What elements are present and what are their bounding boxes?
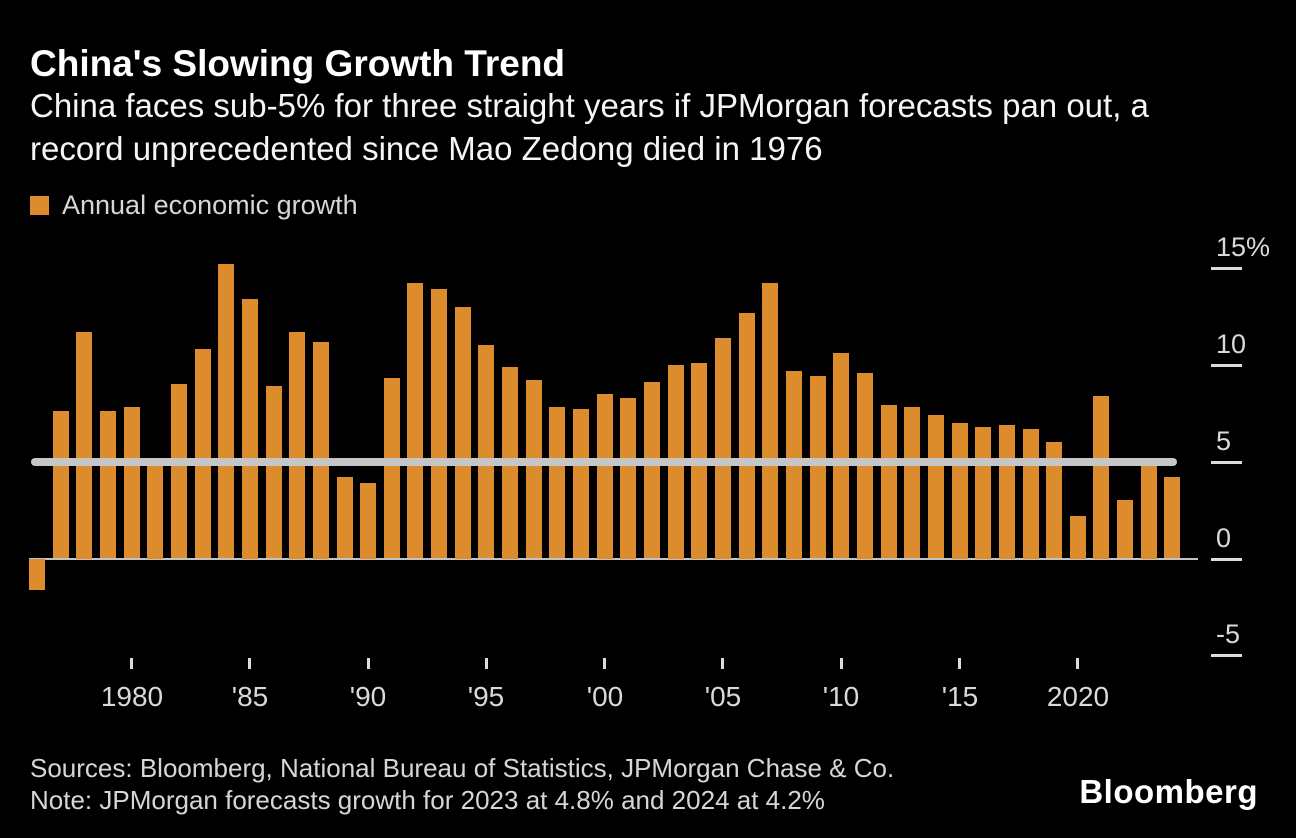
bar-2010 [833,353,849,558]
bar-1984 [218,264,234,558]
bar-1988 [313,342,329,559]
x-axis-tick-1990 [367,658,370,669]
bar-2014 [928,415,944,558]
bar-2000 [597,394,613,559]
bar-2006 [739,313,755,559]
bar-2017 [999,425,1015,559]
x-axis-tick-2000 [603,658,606,669]
bar-1999 [573,409,589,558]
bar-1982 [171,384,187,558]
x-axis-label-2005: '05 [704,681,742,712]
y-axis-label--5: -5 [1216,619,1241,649]
bar-2016 [975,427,991,559]
x-axis-label-1980: 1980 [100,681,164,712]
bar-1991 [384,378,400,558]
x-axis-label-1995: '95 [467,681,505,712]
chart-title: China's Slowing Growth Trend [30,43,566,84]
bar-2009 [810,376,826,558]
x-axis-tick-2010 [840,658,843,669]
y-axis-label-5: 5 [1216,426,1232,456]
x-axis-tick-2005 [721,658,724,669]
y-axis-tick-15 [1211,267,1242,270]
bar-1997 [526,380,542,558]
legend-label: Annual economic growth [62,190,358,220]
five-percent-threshold-line [31,458,1177,466]
bar-1989 [337,477,353,558]
bar-2018 [1023,429,1039,559]
bloomberg-logo: Bloomberg [1079,773,1258,810]
bar-2002 [644,382,660,558]
x-axis-label-2020: 2020 [1046,681,1110,712]
legend: Annual economic growth [30,190,358,220]
sources-line: Sources: Bloomberg, National Bureau of S… [30,753,895,783]
y-axis-label-0: 0 [1216,523,1232,553]
bar-2021 [1093,396,1109,559]
x-axis-tick-1995 [485,658,488,669]
note-line: Note: JPMorgan forecasts growth for 2023… [30,785,825,815]
bar-1978 [76,332,92,559]
y-axis-tick-10 [1211,364,1242,367]
bar-2013 [904,407,920,558]
chart-subtitle: China faces sub-5% for three straight ye… [30,84,1149,170]
bar-2023 [1141,466,1157,559]
x-axis-label-1985: '85 [231,681,269,712]
chart-subtitle-line-1: China faces sub-5% for three straight ye… [30,87,1149,124]
y-axis-tick--5 [1211,654,1242,657]
x-axis-tick-1985 [248,658,251,669]
bar-2015 [952,423,968,559]
bar-1977 [53,411,69,558]
y-axis-tick-0 [1211,558,1242,561]
bar-2024 [1164,477,1180,558]
chart-subtitle-line-2: record unprecedented since Mao Zedong di… [30,130,823,167]
bar-2001 [620,398,636,559]
bar-2019 [1046,442,1062,558]
x-axis-label-2010: '10 [822,681,860,712]
x-axis-label-1990: '90 [349,681,387,712]
bar-1980 [124,407,140,558]
bar-2022 [1117,500,1133,558]
bar-1979 [100,411,116,558]
bar-2011 [857,373,873,559]
bar-2005 [715,338,731,559]
bar-2012 [881,405,897,558]
x-axis-tick-2020 [1076,658,1079,669]
bar-1990 [360,483,376,559]
bar-2007 [762,283,778,558]
bar-1995 [478,345,494,558]
x-axis-tick-2015 [958,658,961,669]
zero-axis-line [29,557,1198,560]
x-axis-label-2015: '15 [941,681,979,712]
y-axis-label-10: 10 [1216,329,1247,359]
x-axis-tick-1980 [130,658,133,669]
bar-1994 [455,307,471,559]
y-axis-label-15: 15% [1216,232,1271,262]
bar-1976 [29,559,45,590]
y-axis-tick-5 [1211,461,1242,464]
bar-1983 [195,349,211,558]
x-axis-label-2000: '00 [586,681,624,712]
bar-1992 [407,283,423,558]
legend-swatch-icon [30,195,49,215]
bar-1993 [431,289,447,558]
bar-1987 [289,332,305,559]
bar-1986 [266,386,282,558]
bar-1998 [549,407,565,558]
bar-2020 [1070,516,1086,559]
bar-1985 [242,299,258,559]
bar-1981 [147,466,163,559]
